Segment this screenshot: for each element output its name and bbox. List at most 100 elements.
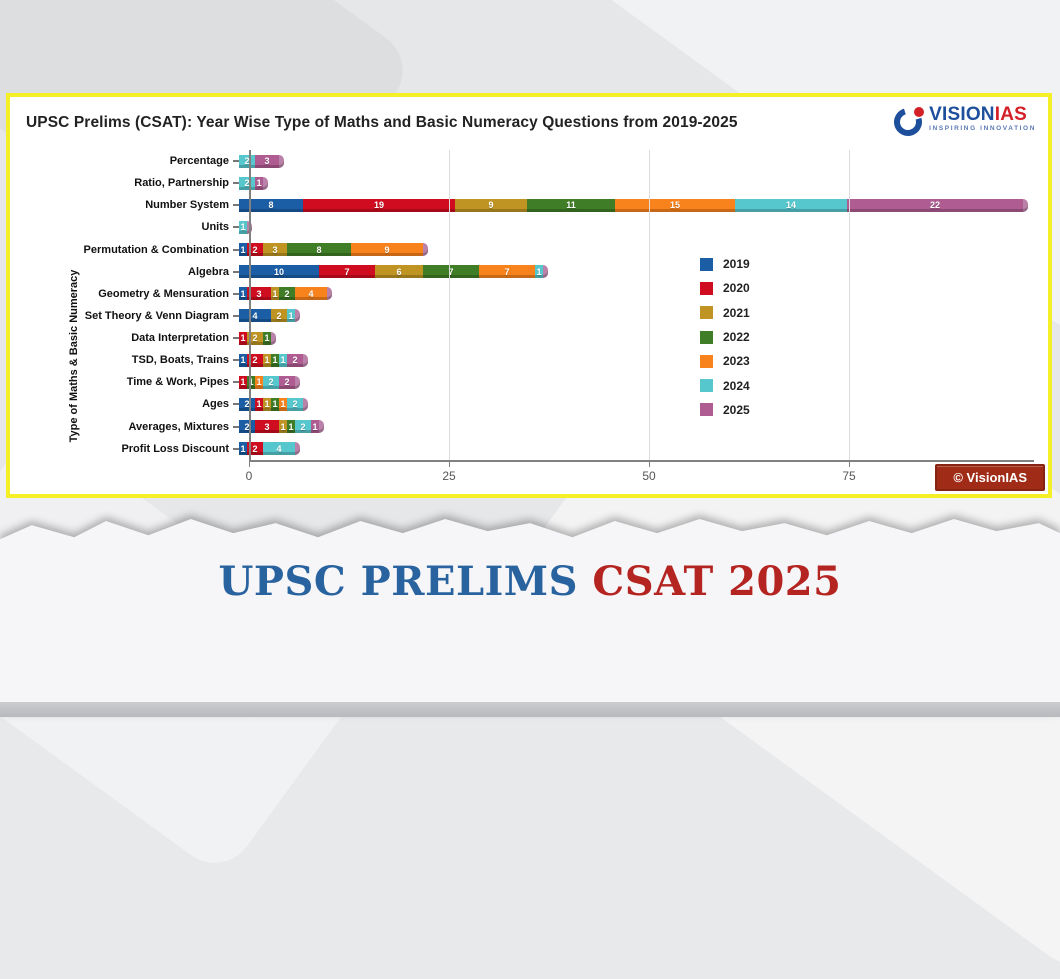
category-label: Percentage [169,155,229,168]
torn-paper-section: UPSC PRELIMS CSAT 2025 [0,515,1060,717]
category-label: Averages, Mixtures [128,420,229,433]
bar-value: 4 [276,443,282,454]
bar-value: 1 [536,266,542,277]
chart-row: TSD, Boats, Trains 1 2 1 1 1 2 [26,349,1034,371]
bar-segment-2025: 3 [255,154,279,168]
bar-value: 3 [256,288,262,299]
headline-upsc-prelims: UPSC PRELIMS [218,558,593,605]
bar-value: 1 [264,333,270,344]
legend-swatch [700,379,713,393]
bar-segment-2024: 1 [535,265,543,279]
legend-item-2025: 2025 [700,398,750,422]
bar-segment-2020: 1 [255,397,263,411]
y-axis-line [249,150,251,460]
category-label: Ages [202,398,229,411]
bar-value: 15 [669,200,680,211]
bar-segment-2025: 1 [255,176,263,190]
y-axis-tick [233,381,239,384]
bar-segment-2025: 2 [287,353,303,367]
bar-track: 10 7 6 7 7 1 [233,261,1034,283]
bar-segment-2019: 2 [239,397,255,411]
y-axis-tick [233,403,239,406]
legend-swatch [700,257,713,271]
legend-label: 2023 [723,354,750,369]
chart-row: Number System 8 19 9 11 15 14 22 [26,194,1034,216]
bar-segment-2024: 2 [295,420,311,434]
bar-segment-2020: 1 [239,375,247,389]
bar-value: 1 [288,421,294,432]
chart-row: Ratio, Partnership 2 1 [26,172,1034,194]
bar-segment-2022: 2 [279,287,295,301]
x-axis-tick [449,462,450,467]
chart-legend: 2019 2020 2021 2022 2023 2024 2025 [700,252,750,422]
bar-value: 1 [240,443,246,454]
bar-segment-2024: 1 [287,309,295,323]
bar-segment-2022: 7 [423,265,479,279]
y-axis-tick [233,314,239,317]
bar-track: 1 [233,216,1034,238]
bar-value: 1 [264,355,270,366]
bar-end-cap [271,331,276,345]
bar-value: 1 [240,244,246,255]
bar-value: 8 [316,244,322,255]
legend-swatch [700,281,713,295]
chart-row: Units 1 [26,216,1034,238]
chart-row: Data Interpretation 1 2 1 [26,327,1034,349]
chart-row: Geometry & Mensuration 1 3 1 2 4 [26,283,1034,305]
bar-value: 7 [344,266,350,277]
category-label: Set Theory & Venn Diagram [84,309,229,322]
bar-segment-2024: 2 [239,154,255,168]
bar-segment-2020: 7 [319,265,375,279]
chart-row: Set Theory & Venn Diagram 4 2 1 [26,305,1034,327]
bar-value: 2 [252,333,258,344]
y-axis-tick [233,292,239,295]
bar-value: 1 [240,222,246,233]
bar-end-cap [319,420,324,434]
bar-segment-2021: 2 [271,309,287,323]
bar-value: 3 [264,421,270,432]
category-label: Algebra [188,265,229,278]
bar-value: 2 [284,377,290,388]
bar-value: 10 [273,266,284,277]
bar-value: 1 [256,377,262,388]
bar-segment-2022: 11 [527,198,615,212]
bar-segment-2024: 2 [263,375,279,389]
bar-value: 2 [292,355,298,366]
bar-segment-2024: 1 [239,220,247,234]
y-axis-tick [233,337,239,340]
bar-segment-2023: 4 [295,287,327,301]
chart-row: Permutation & Combination 1 2 3 8 9 [26,239,1034,261]
bar-segment-2022: 1 [271,397,279,411]
bar-value: 1 [272,399,278,410]
bar-value: 1 [264,399,270,410]
bar-track: 11122 [233,371,1034,393]
x-axis-tick-label: 50 [642,469,656,483]
legend-swatch [700,354,713,368]
bar-segment-2021: 2 [247,331,263,345]
bar-value: 2 [252,244,258,255]
legend-label: 2020 [723,281,750,296]
bar-end-cap [295,442,300,456]
bar-segment-2021: 6 [375,265,423,279]
bar-segment-2023: 15 [615,198,735,212]
bar-value: 2 [292,399,298,410]
chart-plot-area: Type of Maths & Basic Numeracy Percentag… [26,150,1034,490]
y-axis-tick [233,204,239,207]
chart-row: Profit Loss Discount 1 2 4 [26,438,1034,460]
bar-segment-2022: 1 [271,353,279,367]
bar-value: 9 [488,200,494,211]
bar-value: 1 [240,355,246,366]
bar-track: 8 19 9 11 15 14 22 [233,194,1034,216]
legend-label: 2024 [723,378,750,393]
bar-value: 2 [244,399,250,410]
bar-value: 22 [929,200,940,211]
bar-value: 7 [448,266,454,277]
gridline [849,150,850,460]
x-axis-tick-label: 0 [245,469,253,483]
x-axis-line [249,460,1034,462]
legend-label: 2025 [723,402,750,417]
chart-row: Time & Work, Pipes 11122 [26,371,1034,393]
bar-end-cap [303,397,308,411]
